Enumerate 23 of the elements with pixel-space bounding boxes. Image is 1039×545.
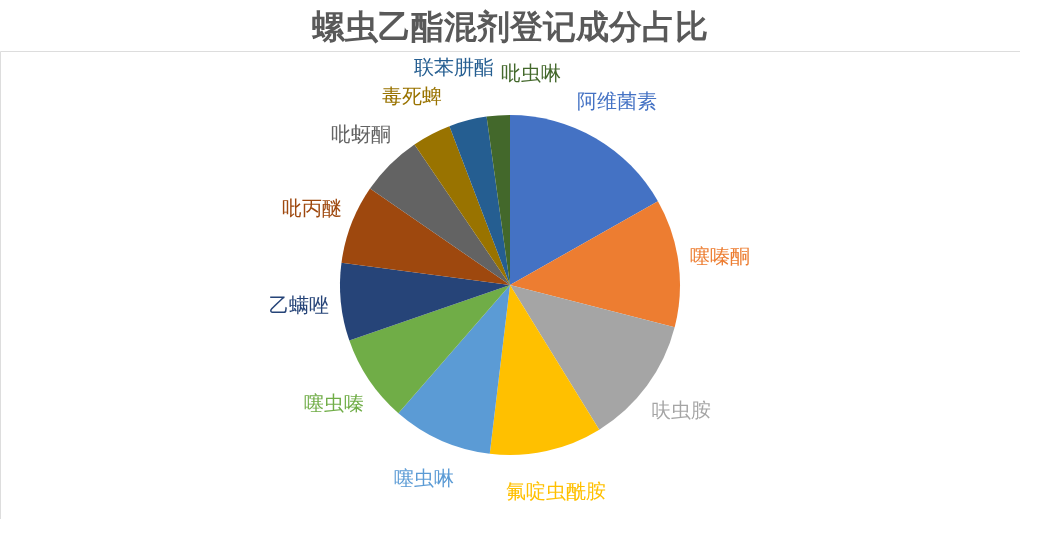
pie-slice bbox=[489, 285, 600, 455]
slice-label: 噻虫嗪 bbox=[304, 390, 365, 415]
pie-slice bbox=[510, 115, 658, 285]
slice-label: 吡蚜酮 bbox=[330, 121, 391, 146]
slice-label: 噻虫啉 bbox=[393, 465, 454, 490]
slice-label: 噻嗪酮 bbox=[690, 244, 751, 269]
pie-slice bbox=[510, 201, 680, 328]
slice-label: 吡虫啉 bbox=[501, 60, 562, 85]
pie-slice bbox=[486, 115, 510, 285]
pie-slice bbox=[341, 188, 510, 285]
pie-slice bbox=[449, 116, 510, 285]
slice-label: 吡丙醚 bbox=[282, 195, 343, 220]
slice-label: 毒死蜱 bbox=[381, 84, 442, 109]
slice-label: 氟啶虫酰胺 bbox=[505, 479, 606, 504]
pie-slice bbox=[370, 144, 510, 285]
pie-slice bbox=[398, 285, 510, 454]
pie-slice bbox=[340, 262, 510, 341]
slice-label: 联苯肼酯 bbox=[414, 55, 495, 80]
chart-title: 螺虫乙酯混剂登记成分占比 bbox=[311, 7, 708, 46]
slice-label: 乙螨唑 bbox=[269, 293, 330, 318]
slice-label: 阿维菌素 bbox=[576, 88, 657, 113]
slice-label: 呋虫胺 bbox=[650, 397, 711, 422]
pie-slice bbox=[414, 126, 510, 285]
